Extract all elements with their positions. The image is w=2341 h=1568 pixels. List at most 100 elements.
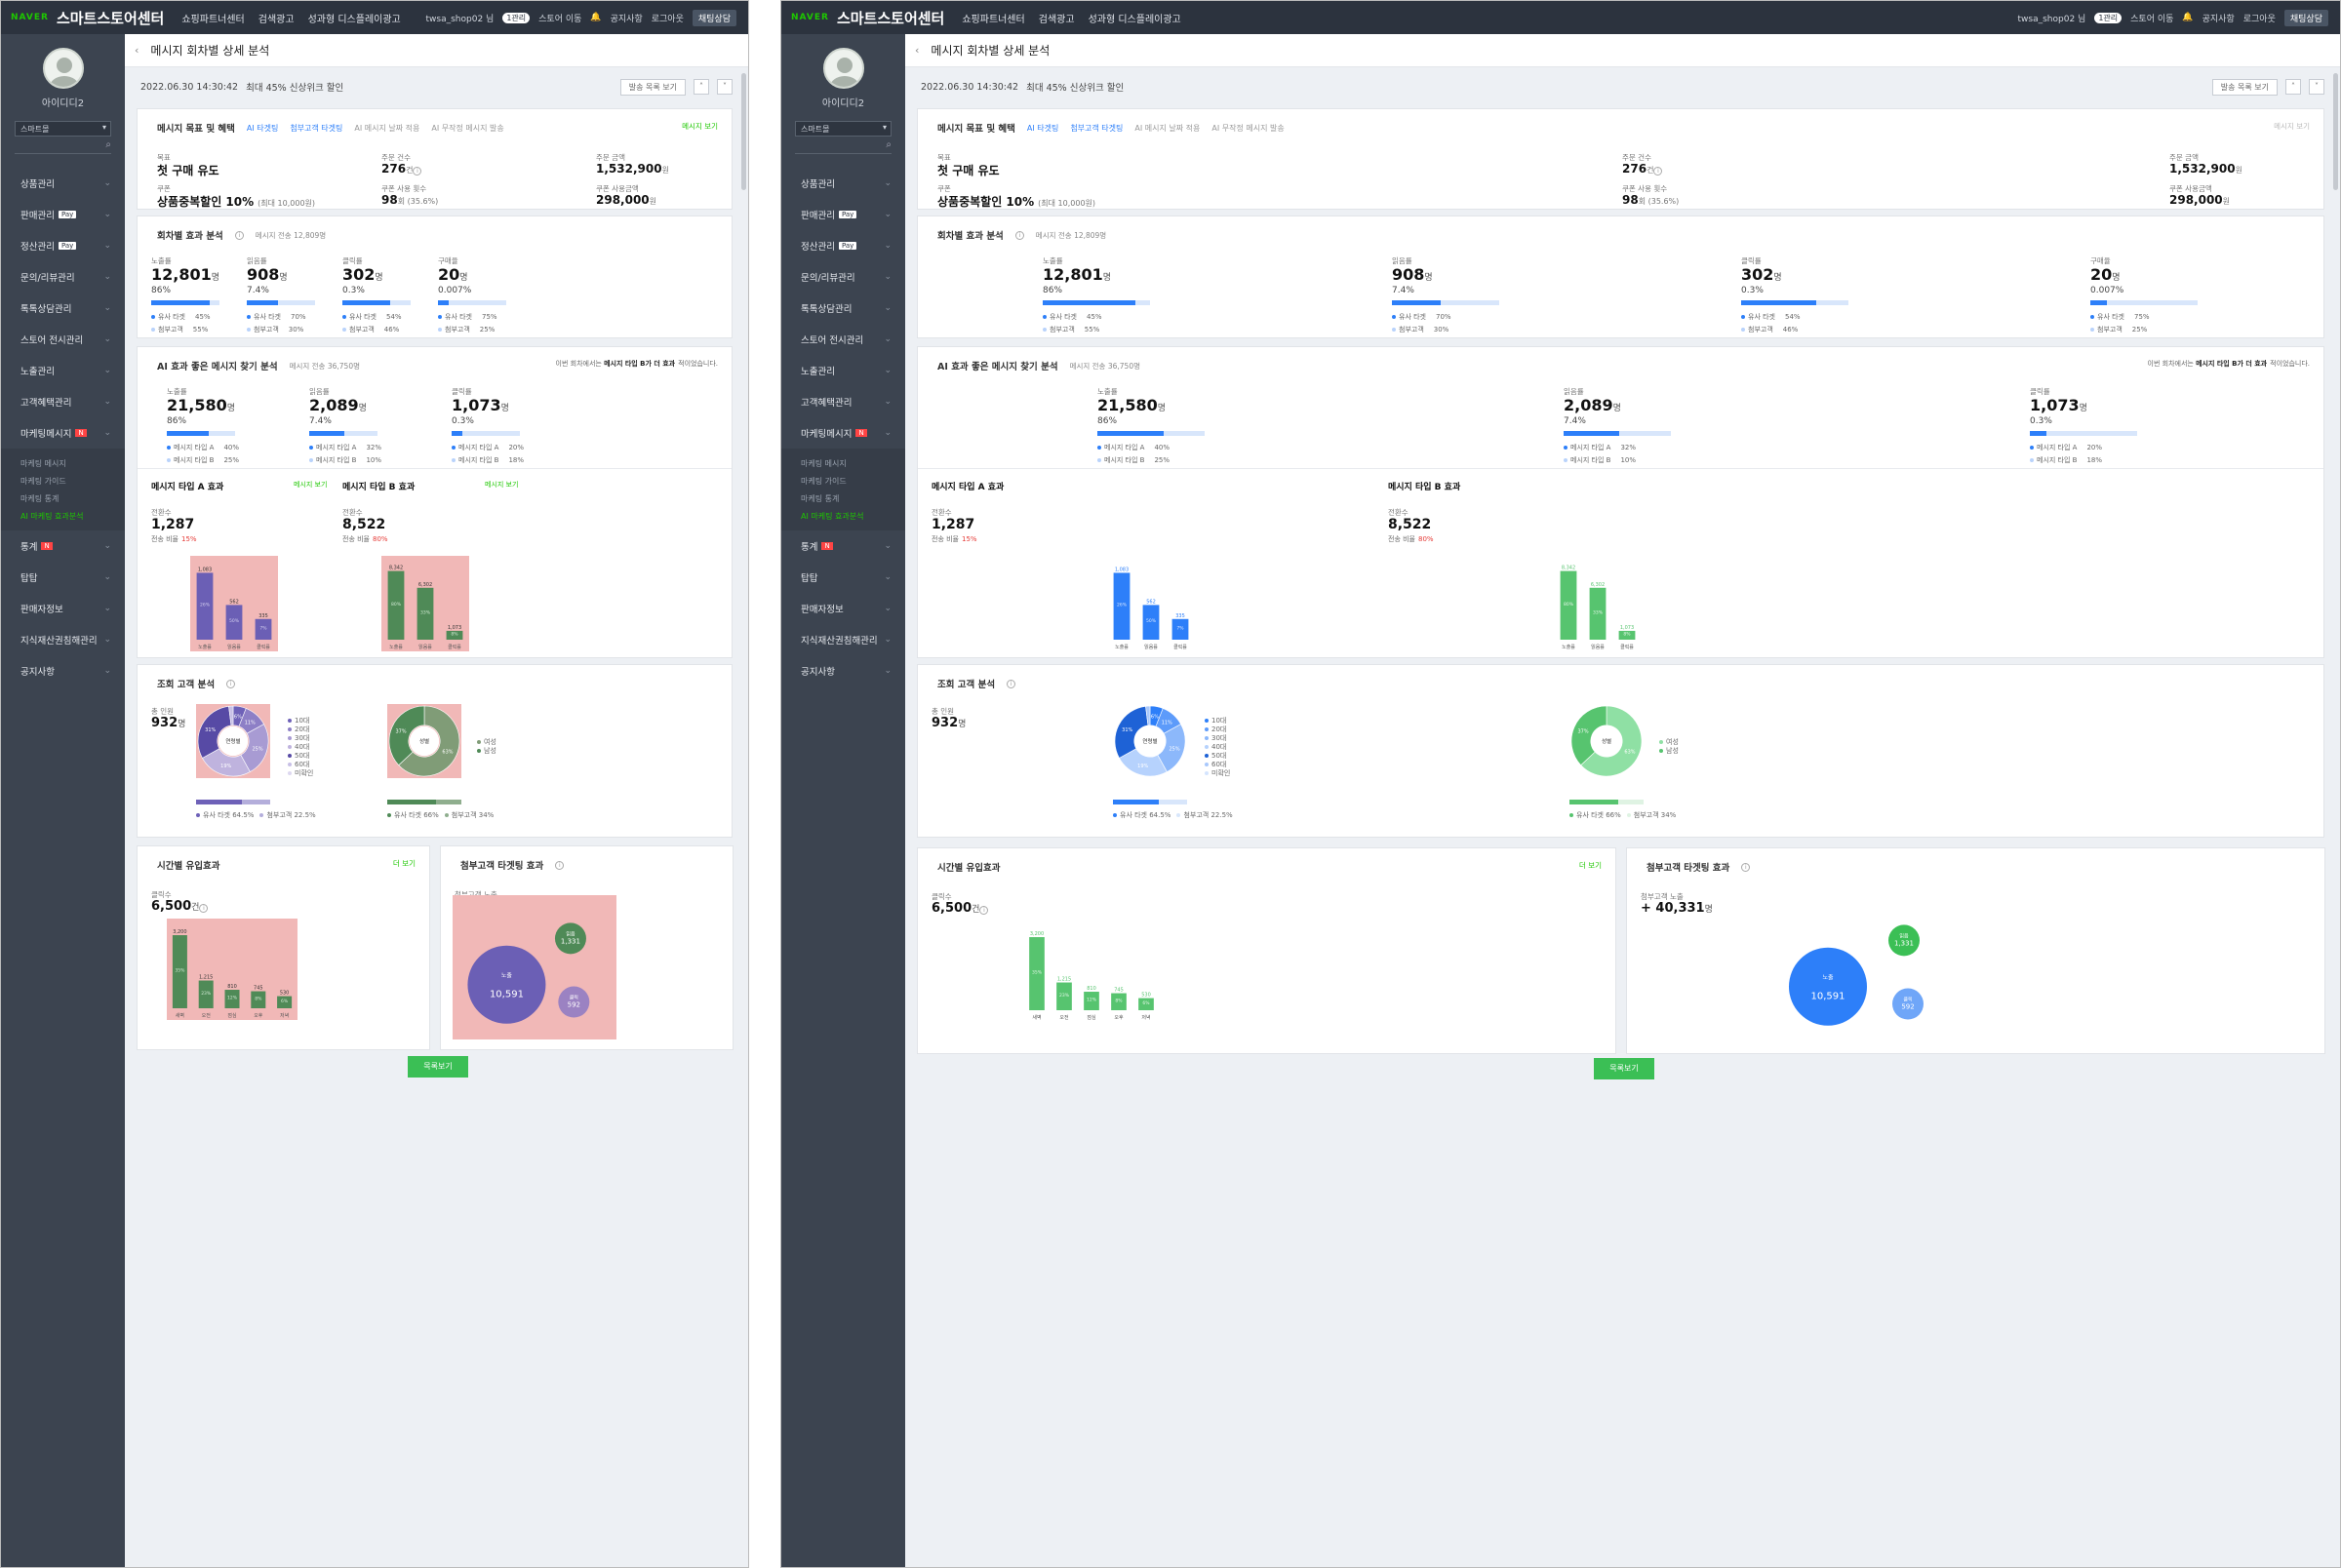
back-icon[interactable]: ‹ [135,44,139,57]
list-view-button[interactable]: 목록보기 [1594,1058,1654,1079]
app-title[interactable]: 스마트스토어센터 [56,9,165,27]
info-icon[interactable]: i [199,904,209,913]
store-select[interactable]: 스마트몰 [795,121,892,137]
sidebar-subitem-3[interactable]: AI 마케팅 효과분석 [801,511,864,521]
info-icon[interactable]: i [413,167,422,176]
sidebar-item2-2[interactable]: 판매자정보 ⌄ [1,593,125,624]
naver-logo[interactable]: NAVER [791,13,829,22]
view-message-link[interactable]: 메시지 보기 [294,481,328,489]
store-link[interactable]: 스토어 이동 [2130,14,2174,24]
list-button[interactable]: 발송 목록 보기 [619,78,686,96]
info-icon[interactable]: i [555,860,565,870]
bell-icon[interactable]: 🔔 [590,13,602,22]
sidebar-item-2[interactable]: 정산관리 Pay ⌄ [781,230,905,261]
sidebar-item-8[interactable]: 마케팅메시지 N ⌄ [1,417,125,449]
goal-tab-3[interactable]: AI 무작정 메시지 발송 [1211,123,1285,133]
sidebar-item-6[interactable]: 노출관리 ⌄ [1,355,125,386]
sidebar-item-7[interactable]: 고객혜택관리 ⌄ [781,386,905,417]
sidebar-item2-3[interactable]: 지식재산권침해관리 ⌄ [1,624,125,655]
sidebar-item-1[interactable]: 판매관리 Pay ⌄ [1,199,125,230]
sidebar-item-4[interactable]: 톡톡상담관리 ⌄ [781,293,905,324]
sidebar-item-2[interactable]: 정산관리 Pay ⌄ [1,230,125,261]
top-menu-display-ads[interactable]: 성과형 디스플레이광고 [307,14,401,25]
sidebar-item-7[interactable]: 고객혜택관리 ⌄ [1,386,125,417]
sidebar-subitem-1[interactable]: 마케팅 가이드 [20,476,66,486]
list-view-button[interactable]: 목록보기 [408,1056,468,1078]
sidebar-item-5[interactable]: 스토어 전시관리 ⌄ [1,324,125,355]
sidebar-subitem-2[interactable]: 마케팅 통계 [801,493,840,503]
back-icon[interactable]: ‹ [915,44,920,57]
user-id[interactable]: twsa_shop02 님 [425,14,495,24]
menu-search-input[interactable] [15,139,111,154]
logout-link[interactable]: 로그아웃 [2242,14,2276,24]
info-icon[interactable]: i [1014,230,1024,240]
sidebar-item2-0[interactable]: 통계 N ⌄ [781,530,905,562]
sidebar-item-3[interactable]: 문의/리뷰관리 ⌄ [1,261,125,293]
info-icon[interactable]: i [226,679,236,688]
more-link[interactable]: 더 보기 [392,859,416,868]
user-id[interactable]: twsa_shop02 님 [2017,14,2086,24]
avatar[interactable] [822,48,864,89]
sidebar-item2-4[interactable]: 공지사항 ⌄ [781,655,905,686]
goal-tab-2[interactable]: AI 메시지 날짜 적용 [354,123,420,133]
sidebar-item2-3[interactable]: 지식재산권침해관리 ⌄ [781,624,905,655]
notice-link[interactable]: 공지사항 [610,14,643,24]
sidebar-item-8[interactable]: 마케팅메시지 N ⌄ [781,417,905,449]
top-menu-display-ads[interactable]: 성과형 디스플레이광고 [1088,14,1181,25]
sidebar-item-5[interactable]: 스토어 전시관리 ⌄ [781,324,905,355]
sidebar-subitem-2[interactable]: 마케팅 통계 [20,493,60,503]
info-icon[interactable]: i [1741,862,1751,872]
sidebar-item-6[interactable]: 노출관리 ⌄ [781,355,905,386]
store-link[interactable]: 스토어 이동 [538,14,582,24]
goal-tab-1[interactable]: 첨부고객 타겟팅 [290,123,343,133]
info-icon[interactable]: i [234,230,244,240]
top-menu-search-ads[interactable]: 검색광고 [258,14,295,25]
store-select[interactable]: 스마트몰 [15,121,111,137]
sidebar-subitem-0[interactable]: 마케팅 메시지 [20,458,66,468]
info-icon[interactable]: i [979,906,989,915]
avatar[interactable] [42,48,84,89]
bell-icon[interactable]: 🔔 [2182,13,2194,22]
view-message-link[interactable]: 메시지 보기 [485,481,519,489]
more-link[interactable]: 더 보기 [1578,861,1602,870]
sidebar-item2-2[interactable]: 판매자정보 ⌄ [781,593,905,624]
list-button[interactable]: 발송 목록 보기 [2211,78,2278,96]
sidebar-item-0[interactable]: 상품관리 ⌄ [781,168,905,199]
sidebar-subitem-3[interactable]: AI 마케팅 효과분석 [20,511,84,521]
top-menu-shopping-partner[interactable]: 쇼핑파트너센터 [181,14,245,25]
logout-link[interactable]: 로그아웃 [651,14,684,24]
info-icon[interactable]: i [1007,679,1016,688]
sidebar-item2-1[interactable]: 탑탑 ⌄ [781,562,905,593]
app-title[interactable]: 스마트스토어센터 [836,9,945,27]
sidebar-item-3[interactable]: 문의/리뷰관리 ⌄ [781,261,905,293]
sidebar-item2-4[interactable]: 공지사항 ⌄ [1,655,125,686]
notice-link[interactable]: 공지사항 [2202,14,2235,24]
sidebar-item-0[interactable]: 상품관리 ⌄ [1,168,125,199]
goal-tab-0[interactable]: AI 타겟팅 [246,123,279,133]
sidebar-subitem-1[interactable]: 마케팅 가이드 [801,476,847,486]
prev-arrow-icon[interactable]: ˄ [694,79,709,95]
chat-button[interactable]: 채팅상담 [692,9,736,26]
next-arrow-icon[interactable]: ˅ [717,79,733,95]
scrollbar[interactable] [741,73,746,190]
goal-tab-0[interactable]: AI 타겟팅 [1026,123,1059,133]
goal-tab-2[interactable]: AI 메시지 날짜 적용 [1134,123,1201,133]
scrollbar[interactable] [2333,73,2338,190]
naver-logo[interactable]: NAVER [11,13,49,22]
sidebar-item-1[interactable]: 판매관리 Pay ⌄ [781,199,905,230]
top-menu-search-ads[interactable]: 검색광고 [1038,14,1075,25]
sidebar-subitem-0[interactable]: 마케팅 메시지 [801,458,847,468]
view-message-link[interactable]: 메시지 보기 [682,122,718,131]
next-arrow-icon[interactable]: ˅ [2309,79,2324,95]
chat-button[interactable]: 채팅상담 [2283,9,2328,26]
sidebar-item2-0[interactable]: 통계 N ⌄ [1,530,125,562]
info-icon[interactable]: i [1653,167,1663,176]
sidebar-item-4[interactable]: 톡톡상담관리 ⌄ [1,293,125,324]
sidebar-item2-1[interactable]: 탑탑 ⌄ [1,562,125,593]
goal-tab-3[interactable]: AI 무작정 메시지 발송 [431,123,504,133]
goal-tab-1[interactable]: 첨부고객 타겟팅 [1070,123,1124,133]
view-message-link[interactable]: 메시지 보기 [2274,122,2310,131]
prev-arrow-icon[interactable]: ˄ [2285,79,2301,95]
menu-search-input[interactable] [795,139,892,154]
top-menu-shopping-partner[interactable]: 쇼핑파트너센터 [962,14,1025,25]
